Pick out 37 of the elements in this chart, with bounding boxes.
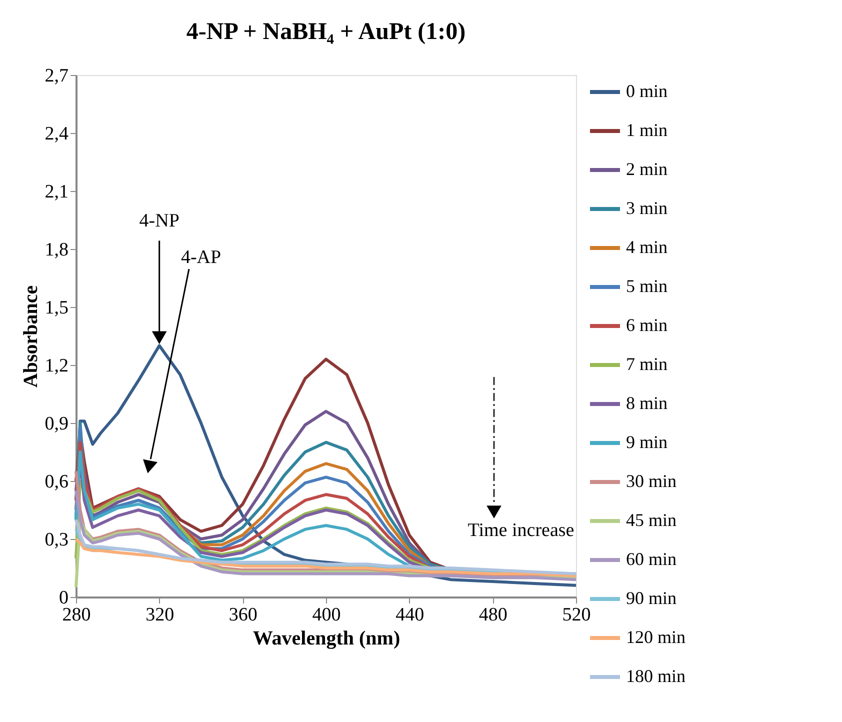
- legend-label: 4 min: [626, 237, 668, 257]
- legend-label: 8 min: [626, 393, 668, 413]
- annotation: 4-NP: [139, 210, 180, 232]
- legend-label: 60 min: [626, 549, 677, 569]
- y-tick-label: 0,9: [44, 414, 68, 434]
- legend-label: 30 min: [626, 471, 677, 491]
- x-tick-label: 440: [396, 604, 424, 626]
- annotation: 4-AP: [180, 247, 222, 268]
- legend-label: 45 min: [626, 510, 677, 530]
- annotation: Time increase: [468, 520, 574, 541]
- y-axis-title: Absorbance: [20, 285, 42, 388]
- legend-label: 0 min: [626, 81, 668, 101]
- y-tick-label: 2,7: [44, 66, 68, 86]
- legend-label: 9 min: [626, 432, 668, 452]
- legend-label: 90 min: [626, 588, 677, 608]
- y-tick-label: 0,3: [44, 530, 68, 550]
- y-tick-label: 2,1: [44, 182, 68, 202]
- legend-label: 3 min: [626, 198, 668, 218]
- y-tick-label: 2,4: [44, 124, 69, 144]
- legend-label: 7 min: [626, 354, 668, 374]
- legend-label: 2 min: [626, 159, 668, 179]
- legend-label: 6 min: [626, 315, 668, 335]
- x-tick-label: 320: [146, 604, 174, 626]
- x-tick-label: 520: [562, 604, 591, 626]
- legend-label: 120 min: [626, 627, 686, 647]
- x-tick-label: 400: [312, 604, 341, 626]
- legend-label: 1 min: [626, 120, 668, 140]
- y-tick-label: 1,5: [44, 298, 68, 318]
- y-tick-label: 1,8: [44, 240, 68, 260]
- x-tick-label: 360: [228, 604, 258, 626]
- chart-title: 4-NP + NaBH₄ + AuPt (1:0): [186, 19, 466, 45]
- x-tick-label: 480: [478, 604, 508, 626]
- legend-label: 5 min: [626, 276, 668, 296]
- x-axis-title: Wavelength (nm): [252, 628, 400, 650]
- y-tick-label: 0,6: [44, 472, 68, 492]
- legend-label: 180 min: [626, 666, 686, 686]
- y-tick-label: 1,2: [44, 356, 68, 376]
